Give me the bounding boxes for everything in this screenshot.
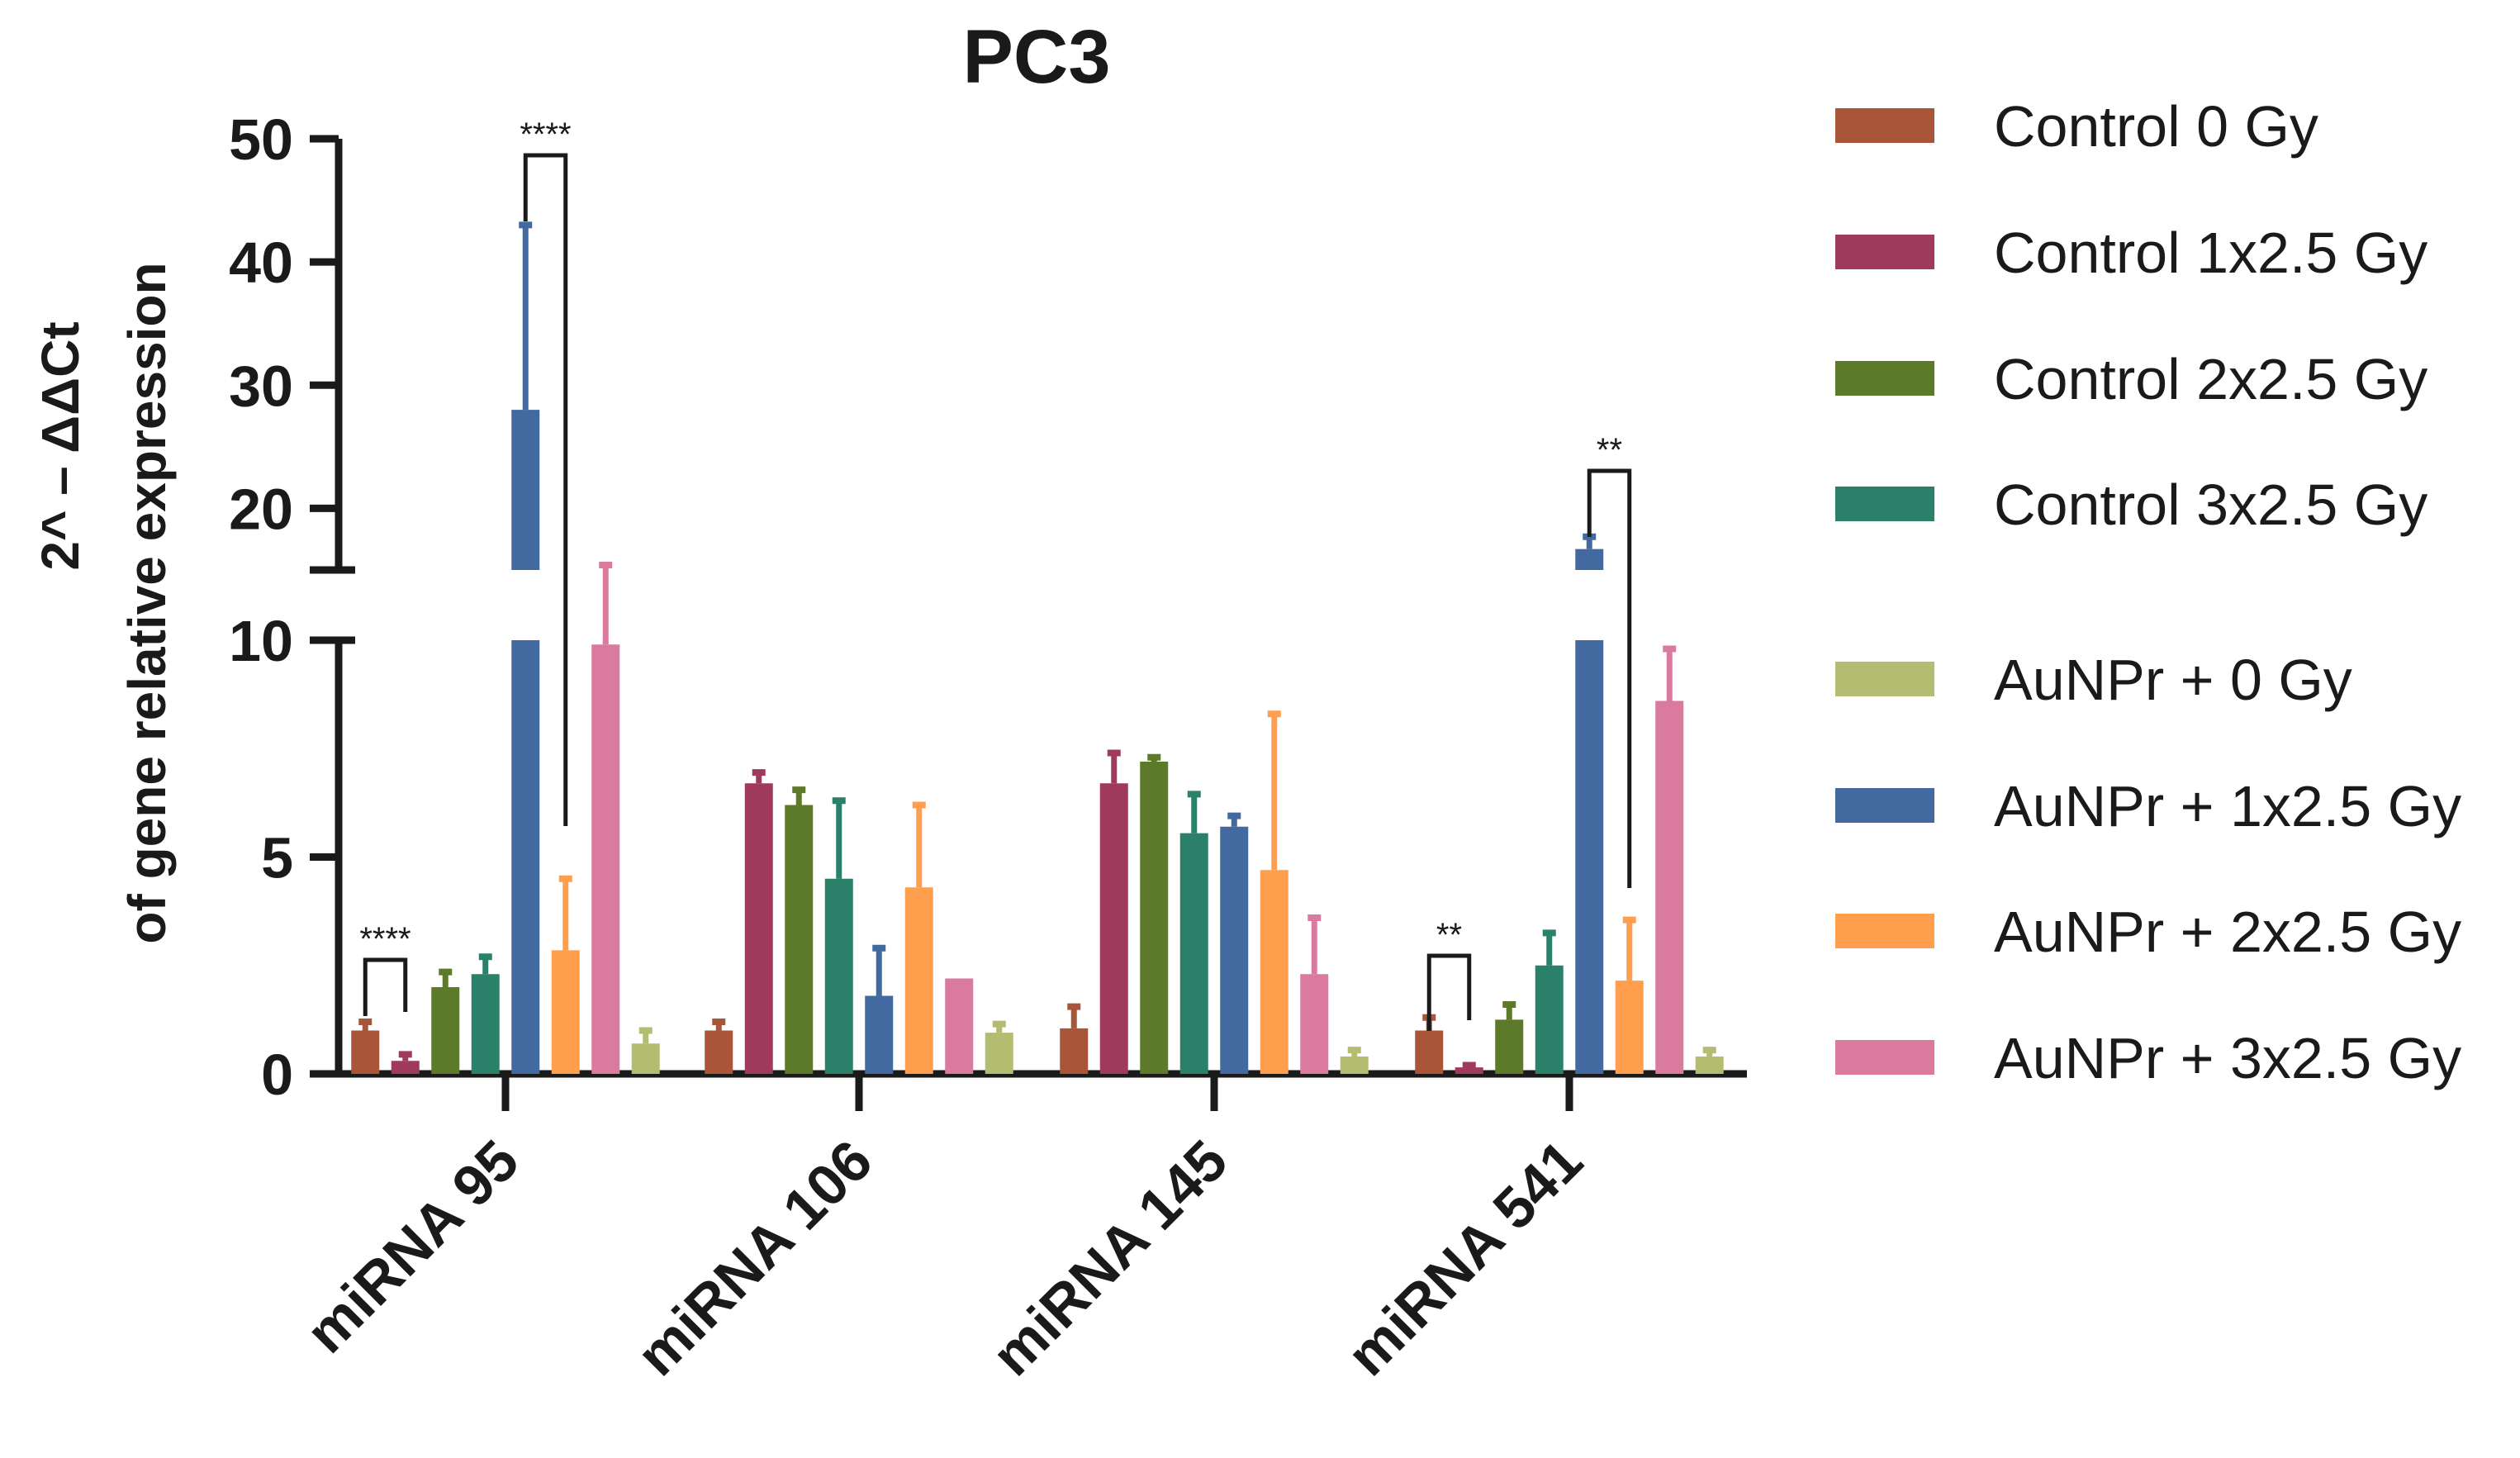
bar: [471, 974, 500, 1074]
bar: [1695, 1057, 1724, 1074]
x-tick-label: miRNA 145: [980, 1128, 1240, 1388]
bar: [1455, 1067, 1483, 1074]
bar: [705, 1030, 733, 1074]
bar: [1179, 833, 1208, 1074]
legend-swatch: [1835, 1040, 1934, 1075]
bar: [1140, 762, 1169, 1074]
bar: [1655, 701, 1684, 1074]
bar: [1415, 1030, 1444, 1074]
chart-title: PC3: [963, 15, 1111, 99]
bars: [351, 221, 1724, 1074]
y-tick-label: 30: [229, 354, 293, 418]
legend-label: Control 3x2.5 Gy: [1994, 473, 2427, 537]
legend-label: AuNPr + 0 Gy: [1994, 648, 2352, 712]
bar: [865, 995, 894, 1074]
x-tick-label: miRNA 541: [1335, 1128, 1595, 1388]
legend-label: Control 2x2.5 Gy: [1994, 347, 2427, 411]
bar: [1575, 549, 1604, 570]
bar: [391, 1061, 420, 1074]
bar: [1615, 981, 1644, 1074]
bar: [945, 978, 974, 1074]
legend-swatch: [1835, 235, 1934, 269]
bar: [1060, 1028, 1089, 1074]
legend-label: Control 0 Gy: [1994, 94, 2318, 159]
y-tick-label: 50: [229, 107, 293, 172]
y-tick-label: 5: [261, 826, 293, 890]
significance-bracket: [1426, 953, 1472, 1031]
legend: Control 0 Gy Control 1x2.5 Gy Control 2x2.…: [1835, 94, 2461, 1090]
bar: [1260, 870, 1288, 1074]
bar: [511, 410, 540, 570]
bar: [1099, 783, 1128, 1074]
y-tick-label: 0: [261, 1042, 293, 1107]
significance-label: ****: [359, 921, 411, 957]
legend-label: AuNPr + 1x2.5 Gy: [1994, 774, 2461, 838]
legend-label: Control 1x2.5 Gy: [1994, 221, 2427, 285]
y-tick-label: 10: [229, 609, 293, 673]
significance-label: ****: [520, 116, 571, 153]
bar: [1340, 1057, 1369, 1074]
x-tick-label: miRNA 106: [624, 1128, 885, 1388]
bar: [511, 640, 540, 1074]
legend-swatch: [1835, 788, 1934, 823]
significance-bracket: [523, 153, 568, 826]
bar: [904, 887, 933, 1074]
bar: [785, 805, 814, 1074]
legend-swatch: [1835, 914, 1934, 948]
axes: 0 5 10 20 30 40 50 miRNA 95 miRNA 106 miRNA 145 mi…: [229, 107, 1747, 1388]
bar: [591, 644, 620, 1074]
legend-label: AuNPr + 3x2.5 Gy: [1994, 1026, 2461, 1090]
bar: [631, 1043, 660, 1074]
x-tick-label: miRNA 95: [293, 1128, 530, 1365]
bar: [1535, 965, 1564, 1074]
legend-label: AuNPr + 2x2.5 Gy: [1994, 900, 2461, 964]
y-tick-label: 40: [229, 230, 293, 295]
bar: [985, 1033, 1013, 1074]
bar: [431, 987, 460, 1074]
bar: [551, 950, 580, 1074]
bar: [1220, 826, 1249, 1074]
bar: [1575, 640, 1604, 1074]
legend-swatch: [1835, 108, 1934, 143]
y-axis-label-line1: 2^ – ΔΔCt: [31, 321, 90, 570]
significance-label: **: [1436, 917, 1462, 953]
bar: [824, 878, 853, 1074]
bar: [1495, 1019, 1524, 1074]
legend-swatch: [1835, 361, 1934, 396]
y-axis-label-line2: of gene relative expression: [117, 262, 177, 943]
bar: [744, 783, 773, 1074]
bar: [1300, 974, 1329, 1074]
bar: [351, 1030, 380, 1074]
legend-swatch: [1835, 662, 1934, 696]
y-tick-label: 20: [229, 477, 293, 541]
significance-label: **: [1597, 432, 1622, 468]
significance-bracket: [363, 957, 408, 1016]
legend-swatch: [1835, 487, 1934, 521]
significance-brackets: ************: [359, 116, 1632, 1031]
significance-bracket: [1587, 468, 1632, 888]
